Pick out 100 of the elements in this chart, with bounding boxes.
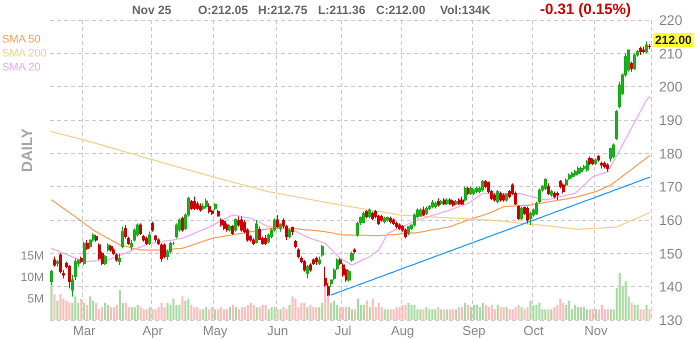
candlestick xyxy=(389,216,392,224)
bar xyxy=(348,307,350,320)
bar xyxy=(106,305,110,320)
bar xyxy=(506,307,508,320)
bar xyxy=(303,302,306,320)
bar xyxy=(466,305,470,320)
bar xyxy=(202,309,204,320)
candlestick xyxy=(160,242,163,262)
bar xyxy=(50,284,53,320)
bar xyxy=(280,309,282,320)
bar xyxy=(434,309,436,320)
bar xyxy=(158,307,160,320)
y-tick-label: 180 xyxy=(659,145,683,162)
bar xyxy=(142,309,145,320)
candlestick xyxy=(571,171,574,179)
bar xyxy=(53,294,56,320)
bar xyxy=(464,302,466,320)
candlestick xyxy=(443,198,446,206)
text: DAILY xyxy=(19,128,36,172)
x-tick-label: Nov xyxy=(584,323,608,338)
candlestick xyxy=(591,158,594,166)
bar xyxy=(294,298,296,320)
candlestick xyxy=(517,204,520,220)
bar xyxy=(68,302,70,320)
candlestick xyxy=(255,220,258,244)
bar xyxy=(588,309,592,320)
bar xyxy=(636,305,639,320)
bar xyxy=(128,307,130,320)
bar xyxy=(101,307,104,320)
bar xyxy=(630,302,633,320)
bar xyxy=(250,302,252,320)
bar xyxy=(95,302,98,320)
candlestick xyxy=(642,46,645,54)
bar xyxy=(482,302,484,320)
candlestick xyxy=(499,191,502,202)
candlestick xyxy=(452,200,455,208)
y-tick-label: 220 xyxy=(659,12,683,28)
y-tick-label: 190 xyxy=(659,112,683,128)
y2-tick-label: 5M xyxy=(27,292,44,306)
bar xyxy=(356,298,359,320)
candlestick xyxy=(86,240,89,250)
bar xyxy=(520,307,523,320)
bar xyxy=(470,307,472,320)
candlestick xyxy=(553,191,556,199)
candlestick xyxy=(455,200,458,206)
bar xyxy=(344,307,348,320)
candlestick xyxy=(121,226,124,249)
candlestick xyxy=(118,252,121,266)
candlestick xyxy=(353,248,356,254)
candlestick xyxy=(291,226,294,236)
bar xyxy=(354,309,356,320)
bar xyxy=(494,309,496,320)
candlestick xyxy=(202,202,205,210)
bar xyxy=(256,307,258,320)
candlestick xyxy=(586,160,589,172)
bar xyxy=(642,309,645,320)
candlestick xyxy=(217,210,220,218)
candlestick xyxy=(371,211,374,220)
bar xyxy=(86,305,88,320)
candlestick xyxy=(446,198,449,206)
bar xyxy=(232,305,234,320)
bar xyxy=(402,305,404,320)
bar xyxy=(124,302,127,320)
candlestick xyxy=(309,262,312,272)
bar xyxy=(535,305,538,320)
candlestick xyxy=(53,256,56,268)
bar xyxy=(413,305,416,320)
bar xyxy=(538,302,540,320)
bar xyxy=(318,307,320,320)
candlestick xyxy=(496,190,499,204)
bar xyxy=(199,309,202,320)
text: SMA 50 xyxy=(2,34,41,46)
candlestick xyxy=(562,182,565,194)
candlestick xyxy=(594,158,597,166)
bar xyxy=(164,307,166,320)
bar xyxy=(333,300,336,320)
candlestick xyxy=(550,190,553,198)
candlestick xyxy=(437,198,440,208)
bar xyxy=(130,307,133,320)
text: SMA 200 xyxy=(2,48,47,60)
candlestick xyxy=(145,236,148,246)
candlestick xyxy=(115,252,118,262)
bar xyxy=(568,300,570,320)
candlestick xyxy=(547,182,550,196)
bar xyxy=(524,309,526,320)
candlestick xyxy=(574,170,577,178)
bar xyxy=(648,309,651,320)
candlestick xyxy=(264,234,267,246)
candlestick xyxy=(223,220,226,230)
candlestick xyxy=(502,192,505,202)
bar xyxy=(146,309,148,320)
candlestick xyxy=(481,180,484,192)
bar xyxy=(574,305,576,320)
text: Vol:134K xyxy=(440,3,491,17)
candlestick xyxy=(347,270,351,282)
bar xyxy=(59,294,62,320)
x-tick-label: Aug xyxy=(390,323,414,338)
x-tick-label: Mar xyxy=(73,323,96,338)
bar xyxy=(380,307,383,320)
bar xyxy=(208,309,210,320)
